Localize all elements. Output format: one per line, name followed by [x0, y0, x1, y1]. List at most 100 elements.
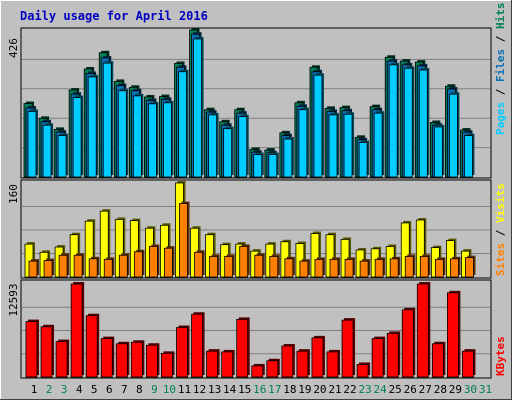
bar-sites-day-10: [164, 247, 173, 278]
bar-kbytes-day-2: [40, 326, 53, 378]
x-tick-label-day-15: 15: [238, 383, 251, 396]
y-max-label-hits: 426: [7, 38, 20, 58]
bar-pages-day-19: [298, 109, 308, 178]
bar-sites-day-25: [389, 258, 399, 278]
x-tick-label-day-13: 13: [208, 383, 221, 396]
x-tick-label-day-18: 18: [283, 383, 296, 396]
bar-pages-day-30: [464, 135, 473, 178]
x-tick-label-day-12: 12: [193, 383, 206, 396]
bar-pages-day-23: [358, 142, 368, 178]
x-tick-label-day-9: 9: [151, 383, 158, 396]
bar-pages-day-11: [178, 71, 187, 178]
bar-sites-day-15: [239, 246, 249, 278]
bar-pages-day-13: [208, 114, 218, 178]
x-tick-label-day-26: 26: [404, 383, 417, 396]
bar-kbytes-day-20: [311, 337, 324, 378]
bar-sites-day-1: [28, 260, 38, 278]
bar-pages-day-25: [388, 64, 398, 178]
x-tick-label-day-4: 4: [76, 383, 83, 396]
bar-sites-day-27: [419, 256, 429, 278]
bar-pages-day-20: [313, 74, 323, 178]
legend-pages: Pages: [494, 102, 507, 135]
bar-kbytes-day-4: [70, 283, 83, 378]
x-tick-label-day-28: 28: [434, 383, 447, 396]
bar-kbytes-day-8: [130, 341, 143, 378]
legend-hits: Hits: [494, 3, 507, 30]
bar-kbytes-day-24: [371, 338, 384, 378]
bar-sites-day-6: [103, 258, 113, 278]
legend-sep-1: /: [494, 82, 507, 102]
bar-sites-day-18: [284, 258, 294, 278]
x-tick-label-day-22: 22: [343, 383, 356, 396]
x-tick-label-day-29: 29: [449, 383, 462, 396]
bar-kbytes-day-19: [296, 350, 309, 378]
bar-kbytes-day-26: [401, 309, 414, 378]
bar-sites-day-8: [133, 251, 143, 278]
bar-sites-day-23: [359, 260, 369, 278]
bar-sites-day-29: [449, 258, 459, 278]
bar-pages-day-21: [328, 114, 338, 178]
bar-pages-day-4: [72, 97, 82, 178]
bar-kbytes-day-5: [85, 315, 98, 378]
bar-kbytes-day-23: [356, 364, 369, 378]
bar-pages-day-29: [448, 93, 458, 178]
x-tick-label-day-11: 11: [178, 383, 191, 396]
bar-sites-day-4: [73, 254, 83, 278]
bar-kbytes-day-25: [386, 333, 399, 378]
bar-kbytes-day-28: [431, 343, 444, 378]
x-tick-label-day-6: 6: [106, 383, 113, 396]
bar-pages-day-6: [102, 62, 112, 178]
bar-sites-day-20: [314, 258, 324, 278]
bar-pages-day-2: [42, 124, 52, 178]
legend-visits: Visits: [494, 183, 507, 223]
x-tick-label-day-23: 23: [358, 383, 371, 396]
x-tick-label-day-21: 21: [328, 383, 341, 396]
bar-pages-day-12: [193, 38, 202, 178]
x-tick-label-day-19: 19: [298, 383, 311, 396]
x-tick-label-day-1: 1: [31, 383, 38, 396]
bar-kbytes-day-18: [281, 345, 294, 378]
legend-sep-3: /: [494, 223, 507, 243]
bar-pages-day-3: [57, 135, 67, 178]
bar-sites-day-13: [209, 256, 219, 278]
bar-pages-day-8: [132, 95, 142, 178]
bars-layer: [23, 28, 476, 378]
bar-pages-day-1: [27, 111, 37, 178]
bar-pages-day-15: [238, 116, 248, 178]
legend-sites: Sites: [494, 243, 507, 276]
bar-sites-day-24: [374, 258, 384, 278]
x-tick-label-day-24: 24: [374, 383, 388, 396]
bar-kbytes-day-17: [266, 360, 279, 378]
bar-kbytes-day-27: [416, 283, 429, 378]
bar-kbytes-day-11: [176, 327, 188, 378]
bar-pages-day-9: [147, 103, 157, 178]
bar-kbytes-day-13: [206, 350, 219, 378]
bar-sites-day-3: [58, 254, 68, 278]
x-tick-label-day-17: 17: [268, 383, 281, 396]
bar-kbytes-day-22: [341, 319, 354, 378]
x-tick-label-day-20: 20: [313, 383, 326, 396]
bar-sites-day-21: [329, 258, 339, 278]
bar-sites-day-16: [254, 254, 264, 278]
bar-sites-day-9: [148, 246, 158, 278]
bar-pages-day-28: [433, 126, 443, 178]
bar-kbytes-day-15: [236, 318, 249, 378]
x-tick-label-day-16: 16: [253, 383, 266, 396]
bar-kbytes-day-21: [326, 351, 339, 378]
bar-kbytes-day-6: [100, 338, 113, 378]
x-tick-label-day-5: 5: [91, 383, 98, 396]
legend-sites-visits: Sites / Visits: [494, 183, 507, 276]
bar-pages-day-22: [343, 113, 353, 178]
bar-sites-day-5: [88, 258, 98, 278]
bar-pages-day-24: [373, 112, 383, 178]
bar-pages-day-27: [418, 69, 428, 178]
bar-pages-day-5: [87, 76, 97, 178]
y-max-label-visits: 160: [7, 184, 20, 204]
y-max-label-kbytes: 12593: [7, 283, 20, 316]
bar-sites-day-7: [118, 254, 128, 278]
x-tick-label-day-8: 8: [136, 383, 143, 396]
bar-sites-day-17: [269, 256, 279, 278]
bar-pages-day-18: [283, 138, 293, 178]
legend-pages-files-hits: Pages / Files / Hits: [494, 3, 507, 136]
